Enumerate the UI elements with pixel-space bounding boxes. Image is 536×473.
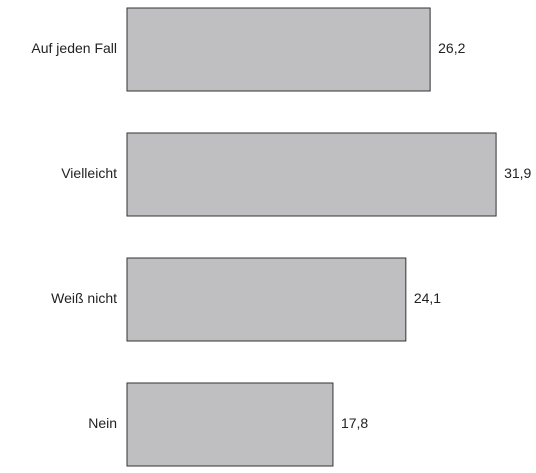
value-label: 26,2 xyxy=(438,40,465,56)
bar xyxy=(126,132,497,217)
value-label: 17,8 xyxy=(341,415,368,431)
bar xyxy=(126,7,431,92)
category-label: Vielleicht xyxy=(61,165,117,181)
category-label: Weiß nicht xyxy=(51,290,117,306)
value-label: 24,1 xyxy=(414,290,441,306)
bar xyxy=(126,257,407,342)
value-label: 31,9 xyxy=(504,165,531,181)
category-label: Nein xyxy=(88,415,117,431)
category-label: Auf jeden Fall xyxy=(31,40,117,56)
bar xyxy=(126,382,334,467)
